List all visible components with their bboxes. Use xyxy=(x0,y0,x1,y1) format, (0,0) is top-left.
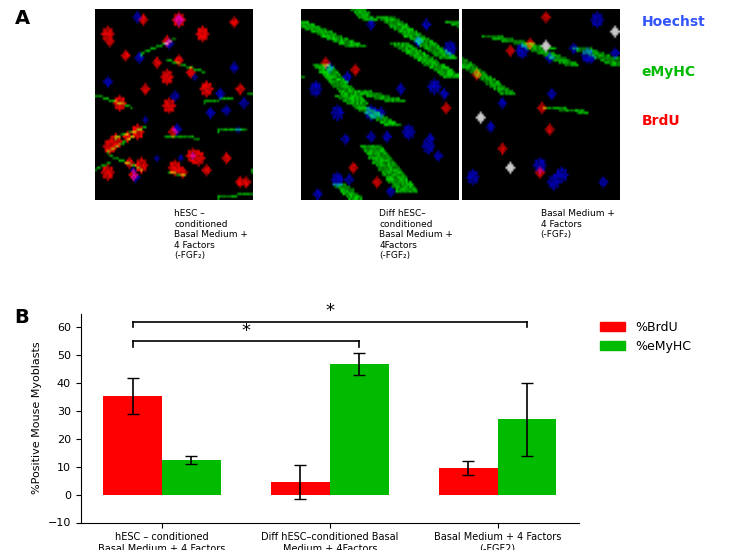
Bar xyxy=(271,482,330,494)
Text: Hoechst: Hoechst xyxy=(641,15,705,29)
Y-axis label: %Positive Mouse Myoblasts: %Positive Mouse Myoblasts xyxy=(32,342,42,494)
Text: *: * xyxy=(325,302,334,321)
Text: Basal Medium +
4 Factors
(-FGF₂): Basal Medium + 4 Factors (-FGF₂) xyxy=(540,210,614,239)
Text: hESC –
conditioned
Basal Medium +
4 Factors
(-FGF₂): hESC – conditioned Basal Medium + 4 Fact… xyxy=(174,210,248,260)
Legend: %BrdU, %eMyHC: %BrdU, %eMyHC xyxy=(595,316,696,358)
Text: A: A xyxy=(15,9,30,28)
Bar xyxy=(162,460,221,494)
Text: BrdU: BrdU xyxy=(641,114,680,128)
Bar xyxy=(498,420,556,494)
Text: eMyHC: eMyHC xyxy=(641,65,696,79)
Text: Diff hESC–
conditioned
Basal Medium +
4Factors
(-FGF₂): Diff hESC– conditioned Basal Medium + 4F… xyxy=(380,210,453,260)
Bar xyxy=(103,395,162,494)
Bar xyxy=(330,364,388,494)
Bar xyxy=(439,468,498,494)
Text: *: * xyxy=(241,322,251,340)
Text: B: B xyxy=(15,308,29,327)
